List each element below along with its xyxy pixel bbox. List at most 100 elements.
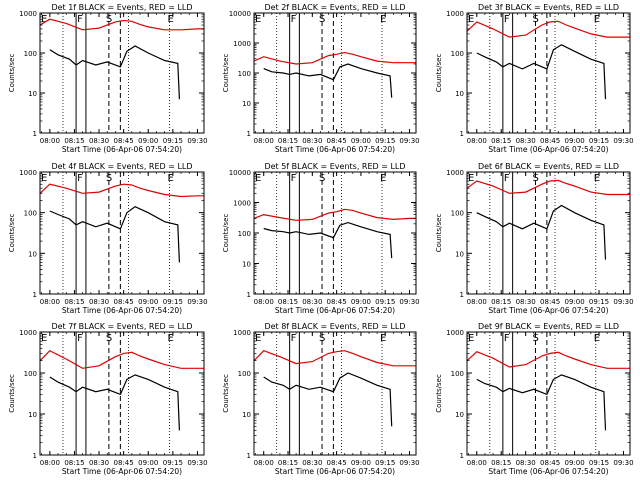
marker-label-e-end: E xyxy=(380,173,386,184)
x-axis-label: Start Time (06-Apr-06 07:54:20) xyxy=(275,306,395,315)
x-tick-label: 08:45 xyxy=(327,459,347,467)
y-axis-label: Counts/sec xyxy=(222,54,230,93)
marker-label-f: F xyxy=(504,173,510,184)
series-events-line xyxy=(263,372,393,427)
marker-label-e: E xyxy=(41,14,47,25)
plot-panel-6: E F S E 1 10 100 1000 08:00 08:15 08:30 08:45 09:00 0… xyxy=(435,162,634,315)
y-tick-label: 10 xyxy=(242,100,251,108)
series-events-line xyxy=(476,44,607,100)
series-lld-line xyxy=(39,183,204,198)
y-tick-label: 1 xyxy=(460,452,464,460)
marker-label-s: S xyxy=(106,14,112,25)
y-tick-label: 1 xyxy=(247,130,251,138)
x-tick-label: 08:30 xyxy=(516,298,536,306)
y-tick-label: 10 xyxy=(28,411,37,419)
marker-label-s: S xyxy=(319,14,325,25)
plot-panel-7: E F S E 1 10 100 1000 08:00 08:15 08:30 08:45 09:00 0… xyxy=(8,322,208,476)
marker-label-e-end: E xyxy=(380,14,386,25)
x-tick-label: 09:00 xyxy=(138,137,158,145)
x-tick-label: 09:00 xyxy=(564,459,584,467)
series-events-line xyxy=(263,221,393,259)
panel-title: Det 1f BLACK = Events, RED = LLD xyxy=(51,3,192,12)
plot-frame xyxy=(466,171,631,295)
plot-frame xyxy=(39,331,205,456)
x-tick-label: 08:00 xyxy=(467,298,487,306)
x-tick-label: 08:30 xyxy=(516,137,536,145)
marker-label-e: E xyxy=(468,14,474,25)
x-tick-label: 08:30 xyxy=(302,298,322,306)
x-tick-label: 08:00 xyxy=(467,459,487,467)
x-tick-label: 08:00 xyxy=(254,137,274,145)
marker-label-e-end: E xyxy=(168,173,174,184)
panel-title: Det 5f BLACK = Events, RED = LLD xyxy=(264,162,405,171)
x-tick-label: 08:45 xyxy=(540,298,560,306)
panel-title: Det 9f BLACK = Events, RED = LLD xyxy=(478,322,619,331)
x-tick-label: 08:00 xyxy=(40,137,60,145)
x-tick-label: 09:30 xyxy=(187,298,207,306)
x-tick-label: 09:15 xyxy=(163,137,183,145)
x-tick-label: 09:15 xyxy=(375,298,395,306)
marker-label-f: F xyxy=(504,333,510,344)
y-tick-label: 1 xyxy=(33,291,37,299)
y-tick-label: 100 xyxy=(24,50,37,58)
x-axis-label: Start Time (06-Apr-06 07:54:20) xyxy=(275,145,395,154)
plot-panel-9: E F S E 1 10 100 1000 08:00 08:15 08:30 08:45 09:00 0… xyxy=(435,322,634,476)
x-axis-label: Start Time (06-Apr-06 07:54:20) xyxy=(488,145,608,154)
plot-panel-3: E F S E 1 10 100 1000 08:00 08:15 08:30 08:45 09:00 0… xyxy=(435,3,634,154)
y-tick-label: 1000 xyxy=(233,200,251,208)
marker-label-e: E xyxy=(468,173,474,184)
series-lld-line xyxy=(253,350,416,367)
x-tick-label: 09:30 xyxy=(613,137,633,145)
y-tick-label: 1000 xyxy=(19,329,37,337)
series-events-line xyxy=(49,374,180,431)
y-tick-label: 10 xyxy=(28,250,37,258)
x-tick-label: 08:30 xyxy=(89,137,109,145)
marker-label-s: S xyxy=(106,173,112,184)
x-tick-label: 08:00 xyxy=(40,459,60,467)
x-tick-label: 08:45 xyxy=(327,298,347,306)
series-lld-line xyxy=(466,20,630,38)
x-tick-label: 08:15 xyxy=(64,137,84,145)
plot-frame xyxy=(39,12,205,134)
panel-title: Det 3f BLACK = Events, RED = LLD xyxy=(478,3,619,12)
series-events-line xyxy=(476,374,607,431)
x-axis-label: Start Time (06-Apr-06 07:54:20) xyxy=(62,145,182,154)
x-tick-label: 08:45 xyxy=(327,137,347,145)
y-tick-label: 1 xyxy=(33,130,37,138)
x-tick-label: 08:30 xyxy=(302,137,322,145)
marker-label-f: F xyxy=(77,14,83,25)
y-tick-label: 10000 xyxy=(229,169,251,177)
x-tick-label: 08:00 xyxy=(254,298,274,306)
x-tick-label: 09:15 xyxy=(375,137,395,145)
y-tick-label: 1000 xyxy=(446,10,464,18)
y-tick-label: 100 xyxy=(238,370,251,378)
marker-label-e: E xyxy=(41,173,47,184)
y-tick-label: 10 xyxy=(455,250,464,258)
y-axis-label: Counts/sec xyxy=(8,214,16,253)
marker-label-f: F xyxy=(291,173,297,184)
x-tick-label: 09:15 xyxy=(163,459,183,467)
x-tick-label: 09:00 xyxy=(564,137,584,145)
plot-panel-8: E F S E 1 10 100 1000 08:00 08:15 08:30 08:45 09:00 0… xyxy=(222,322,420,476)
x-tick-label: 08:45 xyxy=(114,137,134,145)
x-tick-label: 09:30 xyxy=(399,137,419,145)
x-tick-label: 08:15 xyxy=(278,137,298,145)
y-tick-label: 1 xyxy=(247,291,251,299)
y-tick-label: 100 xyxy=(24,370,37,378)
x-tick-label: 09:30 xyxy=(613,459,633,467)
y-tick-label: 10 xyxy=(242,261,251,269)
x-tick-label: 08:00 xyxy=(40,298,60,306)
x-tick-label: 09:30 xyxy=(613,298,633,306)
y-tick-label: 1 xyxy=(33,452,37,460)
x-tick-label: 09:30 xyxy=(187,137,207,145)
x-tick-label: 08:15 xyxy=(491,459,511,467)
x-tick-label: 08:15 xyxy=(491,137,511,145)
marker-label-e: E xyxy=(468,333,474,344)
plot-frame xyxy=(466,12,631,134)
plot-panel-4: E F S E 1 10 100 1000 08:00 08:15 08:30 08:45 09:00 0… xyxy=(8,162,208,315)
x-tick-label: 09:30 xyxy=(399,459,419,467)
plot-frame xyxy=(253,331,417,456)
x-axis-label: Start Time (06-Apr-06 07:54:20) xyxy=(275,467,395,476)
y-tick-label: 10 xyxy=(455,411,464,419)
x-tick-label: 09:30 xyxy=(399,298,419,306)
